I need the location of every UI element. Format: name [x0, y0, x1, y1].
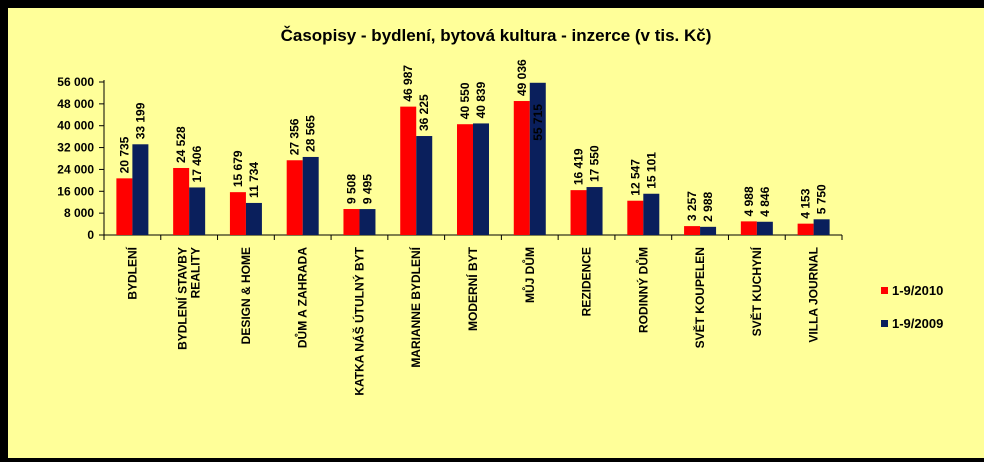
data-label: 9 495 [360, 174, 374, 204]
bar-series-1 [116, 178, 133, 235]
bar-series-2 [813, 219, 830, 235]
bar-series-2 [529, 82, 546, 236]
bar-series-1 [684, 226, 701, 235]
bar-series-1 [570, 190, 587, 235]
bar-series-2 [700, 226, 717, 235]
data-label: 16 419 [572, 148, 586, 185]
data-label: 5 750 [815, 184, 829, 214]
x-tick-label: DŮM A ZAHRADA [294, 247, 310, 348]
legend: 1-9/2010 1-9/2009 [881, 283, 943, 331]
bar-series-1 [173, 167, 190, 235]
x-tick-label: KATKA NÁŠ ÚTULNÝ BYT [351, 246, 366, 395]
bar-series-2 [189, 187, 206, 235]
data-label: 15 679 [231, 150, 245, 187]
data-label: 17 406 [190, 145, 204, 182]
bar-series-2 [416, 136, 433, 235]
legend-label: 1-9/2010 [892, 283, 943, 298]
data-label: 24 528 [174, 126, 188, 163]
bar-series-2 [473, 123, 489, 235]
data-label: 12 547 [628, 159, 642, 196]
x-tick-label: RODINNÝ DŮM [634, 247, 650, 333]
chart: Časopisy - bydlení, bytová kultura - inz… [8, 8, 984, 458]
bar-series-1 [513, 101, 530, 235]
data-label: 4 846 [758, 186, 772, 216]
x-tick-label: MARIANNE BYDLENÍ [408, 246, 423, 367]
data-label: 46 987 [401, 65, 415, 102]
bar-series-1 [627, 200, 644, 235]
bar-series-2 [132, 144, 149, 235]
bar-series-2 [245, 202, 262, 235]
legend-swatch [881, 287, 888, 294]
x-tick-label: MODERNÍ BYT [465, 246, 480, 331]
data-label: 4 153 [799, 188, 813, 218]
data-label: 49 036 [515, 59, 529, 96]
chart-title: Časopisy - bydlení, bytová kultura - inz… [281, 26, 712, 45]
y-tick-label: 56 000 [57, 75, 94, 89]
x-tick-label: VILLA JOURNAL [807, 247, 821, 343]
x-tick-label: REZIDENCE [580, 247, 594, 316]
bar-series-1 [797, 223, 814, 235]
bar-series-1 [740, 221, 757, 235]
data-label: 55 715 [531, 104, 545, 141]
data-label: 40 839 [474, 81, 488, 118]
bar-series-1 [400, 106, 417, 235]
y-tick-label: 8 000 [64, 206, 94, 220]
data-label: 2 988 [701, 191, 715, 221]
bar-series-1 [229, 192, 246, 235]
y-tick-label: 40 000 [57, 119, 94, 133]
legend-label: 1-9/2009 [892, 316, 943, 331]
data-label: 27 356 [288, 118, 302, 155]
data-label: 11 734 [247, 162, 261, 198]
data-label: 3 257 [685, 191, 699, 221]
data-label: 4 988 [742, 186, 756, 216]
x-tick-label: MŮJ DŮM [521, 247, 537, 303]
x-tick-label: DESIGN & HOME [239, 247, 253, 344]
y-tick-label: 48 000 [57, 97, 94, 111]
bar-series-2 [586, 187, 603, 235]
data-label: 28 565 [304, 115, 318, 152]
chart-background [8, 8, 984, 458]
x-tick-label: SVĚT KUCHYNÍ [749, 246, 764, 336]
data-label: 9 508 [344, 174, 358, 204]
x-tick-label: BYDLENÍ STAVBY [175, 247, 190, 350]
bar-series-1 [343, 209, 360, 235]
data-label: 20 735 [117, 136, 131, 173]
bar-series-2 [756, 221, 773, 235]
x-tick-label: SVĚT KOUPELEN [692, 247, 707, 348]
bar-series-2 [359, 209, 376, 235]
y-tick-label: 32 000 [57, 141, 94, 155]
data-label: 33 199 [133, 102, 147, 139]
bar-series-1 [286, 160, 303, 235]
data-label: 36 225 [417, 94, 431, 131]
data-label: 17 550 [588, 145, 602, 182]
y-tick-label: 16 000 [57, 184, 94, 198]
y-tick-label: 24 000 [57, 162, 94, 176]
bar-series-1 [457, 124, 473, 235]
plot-area: 0 8 000 16 000 24 000 32 000 40 000 48 000 56 0… [57, 59, 843, 396]
data-label: 15 101 [644, 152, 658, 189]
y-tick-label: 0 [87, 228, 94, 242]
x-tick-label: REALITY [189, 247, 203, 298]
x-tick-label: BYDLENÍ [124, 246, 139, 299]
legend-swatch [881, 320, 888, 327]
bar-series-2 [643, 193, 660, 235]
bar-series-2 [302, 156, 319, 235]
data-label: 40 550 [458, 82, 472, 119]
